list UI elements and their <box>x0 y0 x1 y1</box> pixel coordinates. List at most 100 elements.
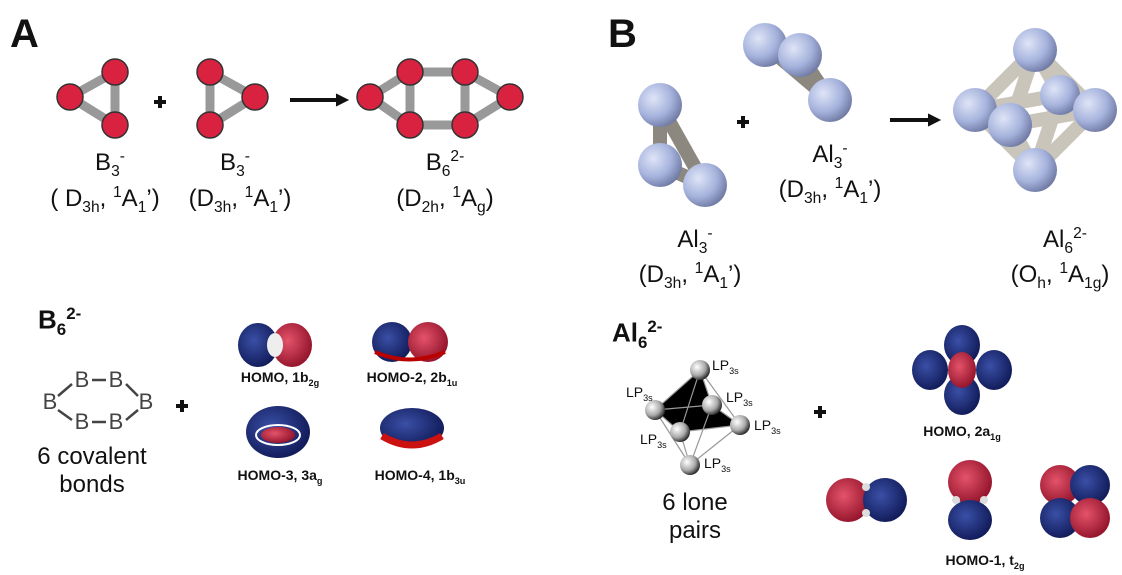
subscript: 3s <box>743 398 753 408</box>
subscript: 3 <box>834 155 843 172</box>
text-run: (D <box>779 176 804 203</box>
formula: Al62- <box>1043 225 1087 257</box>
text-run: A <box>122 185 138 212</box>
text-run: LP <box>754 417 771 433</box>
subscript: 3s <box>729 366 739 376</box>
subscript: 6 <box>442 163 451 180</box>
supscript: 2- <box>647 317 662 336</box>
subscript: 3s <box>643 393 653 403</box>
supscript: 1 <box>835 175 844 192</box>
supscript: 1 <box>245 184 254 201</box>
lone-pair-label: LP3s <box>704 456 731 474</box>
subscript: 6 <box>1064 240 1073 257</box>
supscript: - <box>842 140 847 157</box>
text-run: A <box>461 185 477 212</box>
text-run: ’) <box>278 185 291 212</box>
text-run: (D <box>639 261 664 288</box>
text-run: A <box>1068 261 1084 288</box>
b6-structure <box>58 380 138 422</box>
caption: pairs <box>669 518 721 544</box>
symmetry: (D3h, 1A1’) <box>189 184 292 216</box>
text-run: ’) <box>146 185 159 212</box>
supscript: 2- <box>1073 225 1087 242</box>
symmetry: (D2h, 1Ag) <box>396 184 493 216</box>
atom: B <box>43 390 58 414</box>
subscript: 6 <box>638 333 647 352</box>
atom: B <box>109 410 124 434</box>
lone-pair-label: LP3s <box>726 390 753 408</box>
text-run: (D <box>396 185 421 212</box>
subscript: 6 <box>57 320 66 339</box>
orbital-label: HOMO, 2a1g <box>923 424 1001 442</box>
subscript: 3u <box>455 476 466 486</box>
text-run: Al <box>677 226 698 253</box>
symmetry: (Oh, 1A1g) <box>1011 260 1110 292</box>
subscript: 1g <box>990 432 1001 442</box>
formula: B62- <box>426 148 465 180</box>
text-run: Al <box>612 318 638 348</box>
drawings <box>0 0 1122 575</box>
text-run: ) <box>486 185 494 212</box>
lone-pair-label: LP3s <box>754 418 781 436</box>
text-run: LP <box>640 431 657 447</box>
orbital-label: HOMO-3, 3ag <box>238 468 323 486</box>
subscript: 3 <box>111 163 120 180</box>
supscript: 1 <box>452 184 461 201</box>
subscript: 3h <box>804 190 821 207</box>
text-run: ( D <box>50 185 82 212</box>
lone-pair-label: LP3s <box>626 385 653 403</box>
text-run: , <box>231 185 244 212</box>
panel-label: B <box>608 12 637 56</box>
symmetry: ( D3h, 1A1’) <box>50 184 159 216</box>
caption: 6 lone <box>662 490 727 516</box>
text-run: , <box>681 261 694 288</box>
subscript: 3h <box>214 199 231 216</box>
subscript: g <box>317 476 323 486</box>
supscript: 1 <box>695 260 704 277</box>
text-run: A <box>843 176 859 203</box>
formula: B3- <box>220 148 250 180</box>
supscript: - <box>245 148 250 165</box>
lp-cluster <box>645 360 750 475</box>
formula: Al3- <box>812 140 847 172</box>
text-run: ) <box>1101 261 1109 288</box>
text-run: LP <box>626 384 643 400</box>
text-run: (O <box>1011 261 1038 288</box>
text-run: , <box>100 185 113 212</box>
subscript: 2g <box>1014 561 1025 571</box>
text-run: ’) <box>868 176 881 203</box>
formula: B3- <box>95 148 125 180</box>
formula: B62- <box>38 305 81 339</box>
caption: bonds <box>59 472 124 498</box>
text-run: A <box>703 261 719 288</box>
supscript: 2- <box>66 304 81 323</box>
formula: Al62- <box>612 318 662 352</box>
orbital-label: HOMO-4, 1b3u <box>375 468 466 486</box>
text-run: HOMO-4, 1b <box>375 467 455 483</box>
atom: B <box>75 410 90 434</box>
caption: 6 covalent <box>37 444 146 470</box>
text-run: , <box>1046 261 1059 288</box>
supscript: 2- <box>450 148 464 165</box>
subscript: 1 <box>138 199 147 216</box>
subscript: 3 <box>699 240 708 257</box>
text-run: Al <box>812 141 833 168</box>
supscript: - <box>707 225 712 242</box>
text-run: B <box>95 149 111 176</box>
text-run: , <box>821 176 834 203</box>
text-run: B <box>38 305 57 335</box>
text-run: Al <box>1043 226 1064 253</box>
text-run: LP <box>704 455 721 471</box>
subscript: 3 <box>236 163 245 180</box>
lone-pair-label: LP3s <box>712 358 739 376</box>
subscript: 3s <box>721 464 731 474</box>
text-run: ’) <box>728 261 741 288</box>
atom: B <box>109 368 124 392</box>
text-run: , <box>439 185 452 212</box>
text-run: HOMO, 2a <box>923 423 990 439</box>
text-run: (D <box>189 185 214 212</box>
text-run: HOMO-2, 2b <box>367 369 447 385</box>
text-run: HOMO-1, t <box>945 552 1013 568</box>
text-run: A <box>253 185 269 212</box>
text-run: HOMO, 1b <box>241 369 309 385</box>
